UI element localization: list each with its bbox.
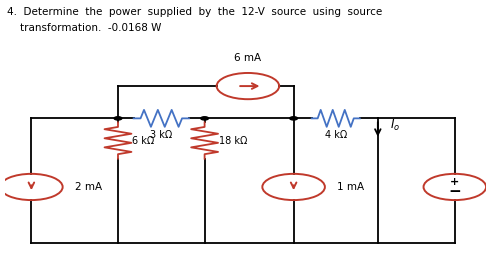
Text: 3 kΩ: 3 kΩ xyxy=(150,130,172,140)
Circle shape xyxy=(290,117,298,120)
Text: 6 mA: 6 mA xyxy=(234,53,262,63)
Text: transformation.  -0.0168 W: transformation. -0.0168 W xyxy=(7,23,162,33)
Text: 4.  Determine  the  power  supplied  by  the  12-V  source  using  source: 4. Determine the power supplied by the 1… xyxy=(7,7,382,17)
Text: +: + xyxy=(450,177,460,187)
Text: 2 mA: 2 mA xyxy=(75,182,102,192)
Text: 6 kΩ: 6 kΩ xyxy=(133,136,155,146)
Text: 1 mA: 1 mA xyxy=(337,182,364,192)
Text: $I_o$: $I_o$ xyxy=(390,118,400,133)
Text: −: − xyxy=(448,184,461,199)
Text: 4 kΩ: 4 kΩ xyxy=(325,130,347,140)
Text: 18 kΩ: 18 kΩ xyxy=(219,136,247,146)
Circle shape xyxy=(201,117,209,120)
Circle shape xyxy=(114,117,122,120)
